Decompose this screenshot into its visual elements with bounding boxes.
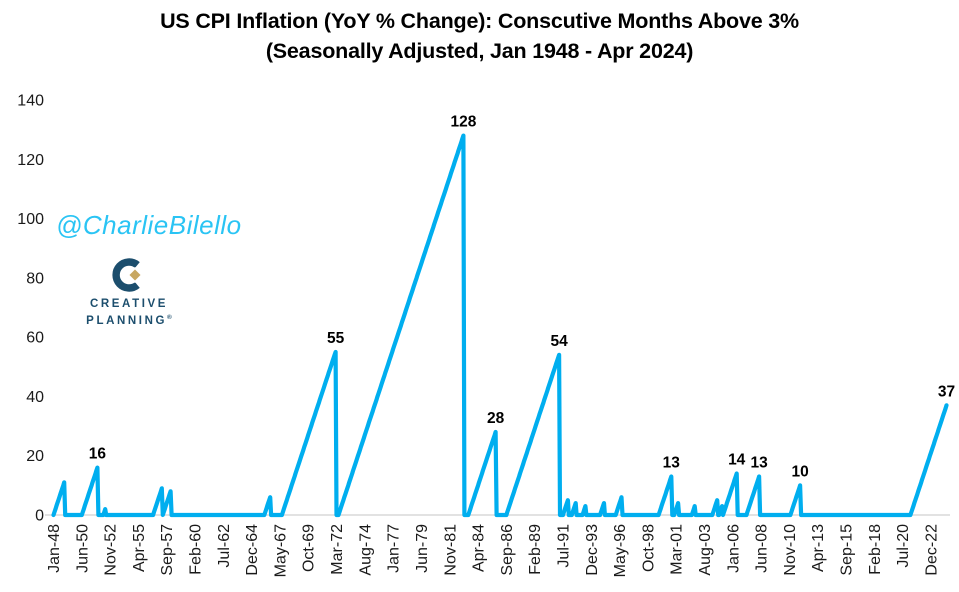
x-axis-tick-label: Dec-64 bbox=[244, 524, 261, 576]
x-axis-tick-label: Oct-69 bbox=[301, 524, 318, 572]
y-axis-tick-label: 60 bbox=[26, 330, 44, 347]
x-axis-tick-label: Nov-81 bbox=[442, 524, 459, 576]
x-axis-tick-label: Sep-15 bbox=[839, 524, 856, 576]
x-axis-tick-label: Aug-03 bbox=[697, 524, 714, 576]
x-axis-tick-label: Nov-52 bbox=[103, 524, 120, 576]
x-axis-tick-label: Feb-18 bbox=[867, 524, 884, 575]
x-axis-tick-label: Jul-91 bbox=[556, 524, 573, 568]
x-axis-tick-label: Apr-84 bbox=[471, 524, 488, 572]
peak-value-label: 55 bbox=[327, 330, 345, 347]
y-axis-tick-label: 20 bbox=[26, 448, 44, 465]
logo-c-icon bbox=[112, 258, 144, 292]
x-axis-tick-label: Mar-01 bbox=[669, 524, 686, 575]
x-axis-tick-label: Nov-10 bbox=[782, 524, 799, 576]
watermark-handle: @CharlieBilello bbox=[56, 210, 242, 240]
y-axis-tick-label: 120 bbox=[17, 152, 44, 169]
x-axis-tick-label: Jun-08 bbox=[754, 524, 771, 573]
x-axis-tick-label: Sep-57 bbox=[159, 524, 176, 576]
x-axis-tick-label: Dec-22 bbox=[923, 524, 940, 576]
logo-text-planning-word: PLANNING bbox=[86, 314, 168, 327]
x-axis-tick-label: Apr-13 bbox=[810, 524, 827, 572]
series-line bbox=[51, 133, 949, 518]
x-axis-tick-label: May-96 bbox=[612, 524, 629, 577]
x-axis-tick-label: Sep-86 bbox=[499, 524, 516, 576]
creative-planning-logo: CREATIVE PLANNING® bbox=[74, 257, 184, 328]
x-axis-tick-label: Jan-06 bbox=[725, 524, 742, 573]
x-axis-tick-label: Jul-62 bbox=[216, 524, 233, 568]
x-axis-tick-label: May-67 bbox=[272, 524, 289, 577]
x-axis-tick-label: Jul-20 bbox=[895, 524, 912, 568]
peak-value-label: 14 bbox=[728, 452, 746, 469]
x-axis-tick-label: Jun-79 bbox=[414, 524, 431, 573]
logo-text-planning: PLANNING® bbox=[86, 311, 172, 328]
x-axis-tick-label: Oct-98 bbox=[640, 524, 657, 572]
peak-value-label: 28 bbox=[487, 410, 505, 427]
chart-title: US CPI Inflation (YoY % Change): Conscut… bbox=[160, 9, 799, 33]
x-axis-tick-label: Jan-48 bbox=[46, 524, 63, 573]
x-axis-tick-label: Jun-50 bbox=[74, 524, 91, 573]
peak-value-label: 16 bbox=[89, 446, 107, 463]
peak-value-label: 13 bbox=[663, 455, 681, 472]
peak-value-label: 128 bbox=[450, 114, 476, 131]
y-axis-tick-label: 0 bbox=[35, 508, 44, 525]
y-axis-tick-label: 40 bbox=[26, 389, 44, 406]
registered-trademark-symbol: ® bbox=[167, 314, 172, 321]
peak-value-label: 13 bbox=[750, 455, 768, 472]
x-axis-tick-label: Dec-93 bbox=[584, 524, 601, 576]
peak-value-label: 10 bbox=[791, 463, 808, 480]
x-axis-tick-label: Feb-89 bbox=[527, 524, 544, 575]
x-axis-tick-label: Feb-60 bbox=[188, 524, 205, 575]
x-axis-tick-label: Jan-77 bbox=[386, 524, 403, 573]
peak-value-label: 54 bbox=[550, 333, 568, 350]
x-axis-tick-label: Aug-74 bbox=[357, 524, 374, 576]
x-axis-tick-label: Mar-72 bbox=[329, 524, 346, 575]
y-axis-tick-label: 100 bbox=[17, 211, 44, 228]
y-axis-tick-label: 80 bbox=[26, 270, 44, 287]
x-axis-tick-label: Apr-55 bbox=[131, 524, 148, 572]
peak-value-label: 37 bbox=[938, 383, 955, 400]
title-block: US CPI Inflation (YoY % Change): Conscut… bbox=[0, 6, 959, 66]
y-axis-tick-label: 140 bbox=[17, 93, 44, 110]
logo-text-creative: CREATIVE bbox=[89, 298, 169, 310]
chart-subtitle: (Seasonally Adjusted, Jan 1948 - Apr 202… bbox=[265, 39, 694, 63]
